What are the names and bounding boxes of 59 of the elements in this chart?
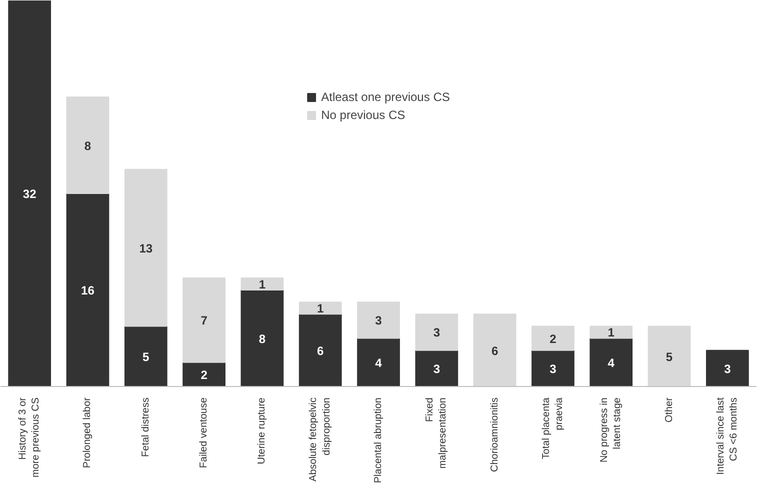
x-tick-label: Uterine rupture xyxy=(256,397,268,464)
x-tick-label: Placental abruption xyxy=(373,397,384,484)
x-tick-label: Interval since last CS <6 months xyxy=(715,397,740,475)
bar xyxy=(124,326,168,386)
bar xyxy=(66,96,110,194)
data-label: 8 xyxy=(258,332,266,346)
x-tick-label: Failed ventouse xyxy=(198,397,210,468)
bar xyxy=(240,277,284,290)
bar xyxy=(415,350,458,386)
data-label: 3 xyxy=(724,362,732,376)
x-tick-label: Chorioamnionitis xyxy=(489,397,500,472)
data-label: 5 xyxy=(142,350,150,364)
bar xyxy=(124,168,168,327)
bar xyxy=(532,326,574,351)
bar xyxy=(8,0,52,386)
data-label: 13 xyxy=(139,241,153,256)
data-label: 3 xyxy=(433,326,440,340)
bar xyxy=(706,350,749,386)
data-label: 2 xyxy=(200,368,208,382)
bar xyxy=(590,326,633,339)
legend-label: No previous CS xyxy=(321,108,406,122)
bar xyxy=(473,314,516,386)
x-tick-label: Absolute fetopelvic disproportion xyxy=(308,397,332,482)
data-label: 3 xyxy=(433,362,440,376)
data-label: 8 xyxy=(84,138,92,153)
data-label: 32 xyxy=(22,187,37,201)
bar xyxy=(590,338,633,386)
data-label: 4 xyxy=(608,356,615,370)
bar xyxy=(182,362,226,386)
bar xyxy=(357,302,400,339)
bar xyxy=(357,338,400,386)
x-tick-label: No progress in latent stage xyxy=(599,397,624,463)
data-label: 3 xyxy=(550,362,557,376)
x-tick-label: Prolonged labor xyxy=(82,396,94,468)
data-label: 16 xyxy=(81,284,95,298)
x-tick-label: Fixed malpresentation xyxy=(424,397,449,469)
data-label: 1 xyxy=(608,326,615,340)
bar xyxy=(415,314,458,351)
x-tick-label: Other xyxy=(664,396,675,423)
bar xyxy=(298,302,342,315)
bar xyxy=(240,290,284,386)
data-label: 7 xyxy=(200,314,208,328)
bar xyxy=(66,193,110,386)
bar xyxy=(298,314,342,386)
data-label: 3 xyxy=(375,314,382,328)
bar xyxy=(182,277,226,363)
x-tick-label: Total placenta praevia xyxy=(540,397,566,460)
data-label: 5 xyxy=(666,350,673,364)
bar xyxy=(648,326,691,386)
bar xyxy=(532,350,574,386)
data-label: 6 xyxy=(491,344,498,358)
data-label: 2 xyxy=(550,332,557,346)
data-label: 1 xyxy=(317,302,324,316)
x-tick-label: History of 3 or more previous CS xyxy=(17,396,42,478)
data-label: 1 xyxy=(258,277,266,292)
data-label: 6 xyxy=(317,344,324,358)
data-label: 4 xyxy=(375,356,382,370)
x-tick-label: Fetal distress xyxy=(140,397,152,457)
legend-label: Atleast one previous CS xyxy=(321,90,450,104)
